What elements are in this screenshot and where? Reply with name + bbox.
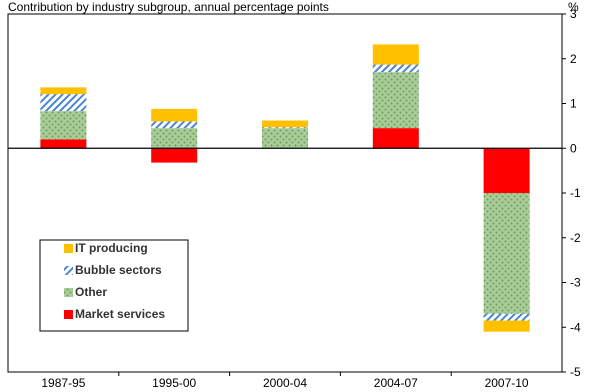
legend-label: IT producing (75, 241, 148, 255)
x-tick-label: 2007-10 (485, 376, 529, 390)
y-tick-label: -5 (570, 365, 581, 379)
legend-swatch (64, 310, 73, 319)
legend-label: Market services (75, 307, 165, 321)
legend-swatch (64, 266, 73, 275)
bar-it-producing (483, 320, 530, 332)
y-axis-unit: % (568, 0, 579, 14)
x-tick-label: 2004-07 (374, 376, 418, 390)
bar-market-services (372, 128, 419, 149)
bars-group (8, 44, 562, 332)
bar-bubble-sectors (40, 94, 87, 112)
bar-bubble-sectors (372, 64, 419, 73)
bar-market-services (483, 148, 530, 193)
bar-it-producing (372, 44, 419, 65)
x-tick-label: 1995-00 (152, 376, 196, 390)
bar-bubble-sectors (483, 313, 530, 321)
x-tick-label: 1987-95 (41, 376, 85, 390)
chart-subtitle: Contribution by industry subgroup, annua… (8, 0, 329, 14)
bar-bubble-sectors (262, 127, 308, 129)
bar-it-producing (262, 120, 308, 128)
x-axis: 1987-95 1995-00 2000-04 2004-07 2007-10 (41, 372, 529, 390)
legend-label: Other (75, 285, 107, 299)
legend-swatch (64, 288, 73, 297)
bar-market-services (40, 139, 87, 149)
y-axis: 3 2 1 0 -1 -2 -3 -4 -5 (562, 7, 581, 379)
bar-it-producing (151, 108, 198, 122)
bar-market-services (151, 148, 198, 163)
bar-bubble-sectors (151, 121, 198, 129)
legend-label: Bubble sectors (75, 263, 162, 277)
bar-it-producing (40, 87, 87, 95)
y-tick-label: 1 (570, 97, 577, 111)
y-tick-label: -4 (570, 320, 581, 334)
y-tick-label: 3 (570, 7, 577, 21)
bar-other (483, 193, 530, 314)
y-tick-label: -1 (570, 186, 581, 200)
y-tick-label: 2 (570, 52, 577, 66)
bar-other (372, 72, 419, 129)
y-tick-label: 0 (570, 141, 577, 155)
bar-other (151, 128, 198, 149)
legend: IT producing Bubble sectors Other Market se… (39, 239, 189, 332)
bar-other (262, 128, 308, 149)
legend-swatch (64, 244, 73, 253)
y-tick-label: -2 (570, 231, 581, 245)
x-tick-label: 2000-04 (263, 376, 307, 390)
y-tick-label: -3 (570, 276, 581, 290)
bar-other (40, 111, 87, 140)
